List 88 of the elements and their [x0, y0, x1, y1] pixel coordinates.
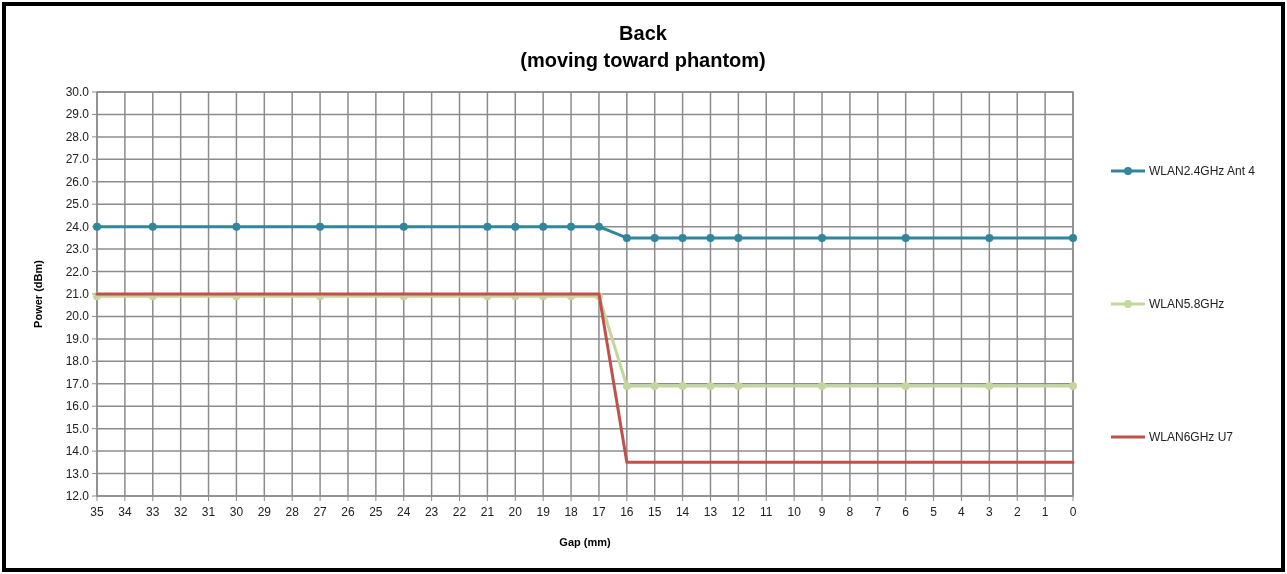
x-tick-label: 17: [592, 505, 606, 519]
point: [594, 222, 603, 231]
x-tick-label: 32: [173, 505, 188, 519]
point: [678, 233, 687, 242]
x-tick-label: 8: [846, 505, 854, 519]
point: [316, 222, 325, 231]
y-tick-label: 26.0: [65, 174, 90, 189]
point: [399, 222, 408, 231]
legend-label: WLAN5.8GHz: [1149, 297, 1225, 311]
x-tick-label: 3: [986, 505, 993, 519]
x-tick-label: 21: [480, 505, 495, 519]
x-tick-label: 24: [397, 505, 411, 519]
y-tick-label: 28.0: [65, 129, 90, 144]
x-tick-label: 5: [930, 505, 938, 519]
x-tick-label: 13: [703, 505, 718, 519]
y-tick-label: 30.0: [65, 85, 90, 99]
y-tick-label: 27.0: [65, 152, 90, 167]
x-tick-label: 4: [958, 505, 966, 519]
x-tick-label: 6: [902, 505, 910, 519]
x-tick-label: 29: [257, 505, 272, 519]
x-tick-label: 20: [508, 505, 523, 519]
x-tick-label: 27: [313, 505, 328, 519]
y-axis-title: Power (dBm): [32, 259, 44, 328]
point: [511, 222, 520, 231]
point: [1069, 233, 1077, 242]
x-tick-label: 7: [874, 505, 882, 519]
point: [483, 222, 492, 231]
y-tick-label: 21.0: [65, 287, 90, 301]
legend-label: WLAN2.4GHz Ant 4: [1149, 164, 1256, 178]
point: [985, 382, 994, 391]
y-tick-label: 22.0: [65, 264, 90, 279]
y-tick-label: 24.0: [65, 219, 90, 234]
x-tick-label: 0: [1069, 505, 1077, 519]
y-tick-label: 23.0: [65, 242, 90, 257]
x-tick-label: 9: [818, 505, 826, 519]
x-tick-label: 23: [424, 505, 439, 519]
x-tick-label: 31: [201, 505, 216, 519]
point: [232, 222, 241, 231]
point: [650, 233, 659, 242]
point: [706, 382, 715, 391]
point: [148, 222, 157, 231]
x-tick-label: 35: [90, 505, 104, 519]
x-tick-label: 1: [1041, 505, 1049, 519]
x-tick-label: 19: [536, 505, 551, 519]
point: [985, 233, 994, 242]
point: [901, 233, 910, 242]
y-tick-label: 18.0: [65, 354, 90, 369]
point: [650, 382, 659, 391]
x-tick-label: 34: [118, 505, 132, 519]
chart-title: Back (moving toward phantom): [520, 22, 766, 71]
x-tick-label: 11: [760, 505, 773, 519]
point: [622, 233, 631, 242]
x-tick-label: 26: [341, 505, 355, 519]
point: [734, 382, 743, 391]
point: [734, 233, 743, 242]
x-tick-label: 18: [564, 505, 579, 519]
x-tick-label: 22: [452, 505, 467, 519]
x-axis-title: Gap (mm): [559, 536, 611, 548]
x-tick-label: 30: [229, 505, 244, 519]
y-tick-label: 20.0: [65, 309, 90, 324]
point: [818, 382, 827, 391]
y-tick-label: 17.0: [65, 376, 90, 391]
point: [1069, 382, 1077, 391]
y-tick-label: 25.0: [65, 197, 90, 212]
point: [901, 382, 910, 391]
x-tick-label: 33: [146, 505, 160, 519]
y-tick-label: 14.0: [65, 444, 90, 459]
x-tick-label: 14: [675, 505, 690, 519]
point: [567, 222, 576, 231]
y-tick-label: 15.0: [65, 421, 90, 436]
legend-label: WLAN6GHz U7: [1149, 430, 1234, 444]
point: [622, 382, 631, 391]
x-tick-label: 10: [787, 505, 802, 519]
y-tick-label: 19.0: [65, 331, 90, 346]
point: [706, 233, 715, 242]
x-tick-label: 2: [1013, 505, 1021, 519]
x-tick-label: 15: [648, 505, 662, 519]
point: [539, 222, 548, 231]
x-tick-label: 12: [731, 505, 746, 519]
x-tick-label: 28: [285, 505, 300, 519]
y-tick-label: 29.0: [65, 107, 90, 122]
y-tick-label: 12.0: [65, 489, 90, 503]
x-tick-label: 16: [620, 505, 634, 519]
point: [818, 233, 827, 242]
y-tick-label: 13.0: [65, 466, 90, 481]
x-tick-label: 25: [369, 505, 383, 519]
y-tick-label: 16.0: [65, 399, 90, 414]
point: [678, 382, 687, 391]
